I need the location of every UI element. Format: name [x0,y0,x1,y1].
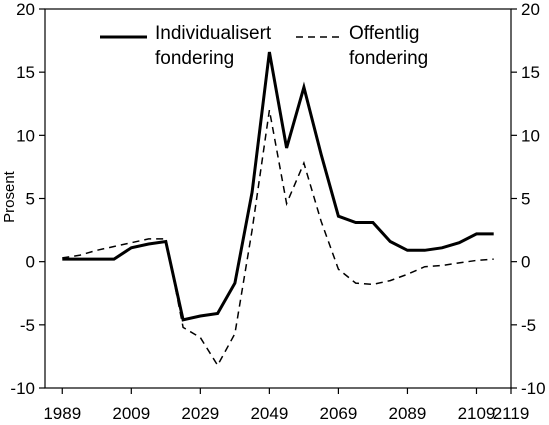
y-tick-label-left: -10 [10,379,35,398]
y-tick-label-right: 15 [521,63,540,82]
y-tick-label-left: 20 [16,0,35,19]
y-tick-label-left: -5 [20,316,35,335]
series-line-offentlig [62,109,494,367]
legend-label: fondering [349,48,428,69]
y-tick-label-right: 5 [521,190,530,209]
x-tick-label: 2069 [319,404,357,420]
y-tick-label-right: 0 [521,253,530,272]
y-tick-label-left: 15 [16,63,35,82]
y-tick-label-left: 5 [26,190,35,209]
x-tick-label: 2109 [458,404,496,420]
y-tick-label-right: 10 [521,126,540,145]
series-line-individualisert [62,51,494,322]
x-tick-label: 2089 [389,404,427,420]
y-tick-label-right: 20 [521,0,540,19]
x-tick-label: 2029 [181,404,219,420]
axes: 20 20 15 15 10 10 5 5 0 0 -5 -5 -10 -10 1989 2009 2029 20… [10,0,546,423]
y-axis-title: Prosent [1,170,18,223]
y-tick-label-right: -10 [521,379,546,398]
plot-frame [44,8,512,389]
plot-lines [62,51,494,367]
legend-label: Offentlig [349,23,419,44]
y-tick-label-left: 10 [16,126,35,145]
x-tick-label: 2119 [493,404,530,420]
legend: Individualisert fondering Offentlig fonderi… [100,23,428,69]
legend-label: fondering [155,48,234,69]
legend-label: Individualisert [155,23,272,44]
y-tick-label-right: -5 [521,316,536,335]
x-tick-label: 1989 [43,404,81,420]
x-tick-label: 2049 [250,404,288,420]
x-tick-label: 2009 [112,404,150,420]
y-tick-label-left: 0 [26,253,35,272]
